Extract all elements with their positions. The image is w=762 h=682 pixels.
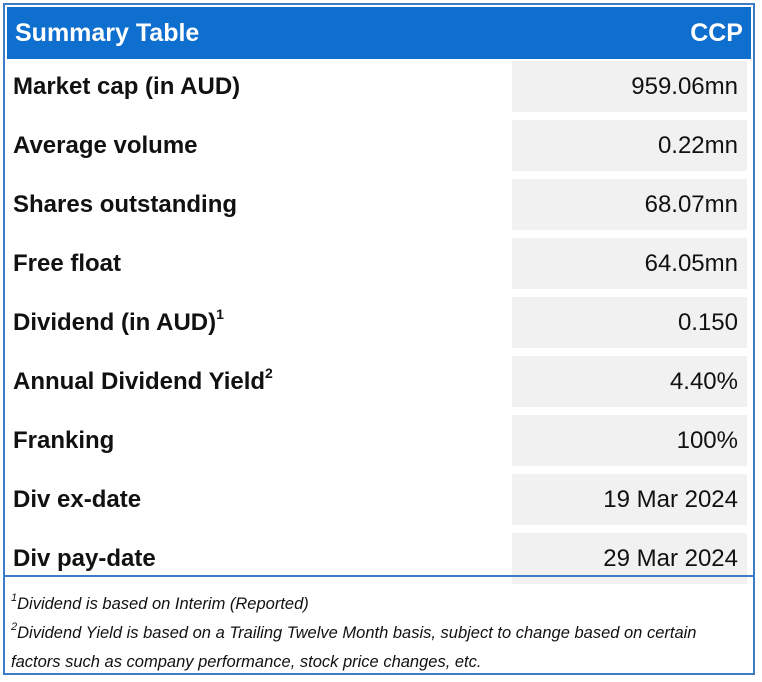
row-label: Div ex-date bbox=[13, 486, 142, 513]
table-row: Div pay-date 29 Mar 2024 bbox=[7, 533, 751, 592]
ticker-symbol: CCP bbox=[690, 19, 743, 47]
row-label: Shares outstanding bbox=[13, 191, 238, 218]
footnote: 1Dividend is based on Interim (Reported) bbox=[11, 590, 746, 619]
table-row: Annual Dividend Yield2 4.40% bbox=[7, 356, 751, 415]
footnote-marker: 1 bbox=[11, 591, 18, 604]
row-value: 959.06mn bbox=[512, 61, 747, 112]
table-row: Market cap (in AUD) 959.06mn bbox=[7, 61, 751, 120]
row-label: Free float bbox=[13, 250, 122, 277]
row-label: Market cap (in AUD) bbox=[13, 73, 241, 100]
table-row: Average volume 0.22mn bbox=[7, 120, 751, 179]
footnotes: 1Dividend is based on Interim (Reported)… bbox=[11, 590, 746, 677]
row-value: 0.22mn bbox=[512, 120, 747, 171]
table-row: Shares outstanding 68.07mn bbox=[7, 179, 751, 238]
footnote-divider bbox=[5, 575, 753, 577]
table-body: Market cap (in AUD) 959.06mn Average vol… bbox=[7, 61, 751, 592]
row-value: 68.07mn bbox=[512, 179, 747, 230]
footnote-text: Dividend Yield is based on a Trailing Tw… bbox=[11, 624, 697, 671]
row-label: Div pay-date bbox=[13, 545, 156, 572]
table-row: Dividend (in AUD)1 0.150 bbox=[7, 297, 751, 356]
row-value: 4.40% bbox=[512, 356, 747, 407]
row-label: Annual Dividend Yield2 bbox=[13, 365, 273, 395]
table-row: Div ex-date 19 Mar 2024 bbox=[7, 474, 751, 533]
footnote-text: Dividend is based on Interim (Reported) bbox=[17, 595, 309, 613]
row-label: Franking bbox=[13, 427, 115, 454]
row-label: Average volume bbox=[13, 132, 198, 159]
footnote: 2Dividend Yield is based on a Trailing T… bbox=[11, 619, 746, 677]
row-value: 0.150 bbox=[512, 297, 747, 348]
footnote-marker: 1 bbox=[216, 306, 224, 322]
table-title: Summary Table bbox=[15, 19, 200, 47]
footnote-marker: 2 bbox=[265, 365, 273, 381]
row-value: 100% bbox=[512, 415, 747, 466]
row-value: 19 Mar 2024 bbox=[512, 474, 747, 525]
row-value: 64.05mn bbox=[512, 238, 747, 289]
summary-table: Summary Table CCP Market cap (in AUD) 95… bbox=[3, 3, 755, 675]
table-header: Summary Table CCP bbox=[7, 7, 751, 59]
table-row: Franking 100% bbox=[7, 415, 751, 474]
footnote-marker: 2 bbox=[11, 620, 18, 633]
table-row: Free float 64.05mn bbox=[7, 238, 751, 297]
row-label: Dividend (in AUD)1 bbox=[13, 306, 224, 336]
